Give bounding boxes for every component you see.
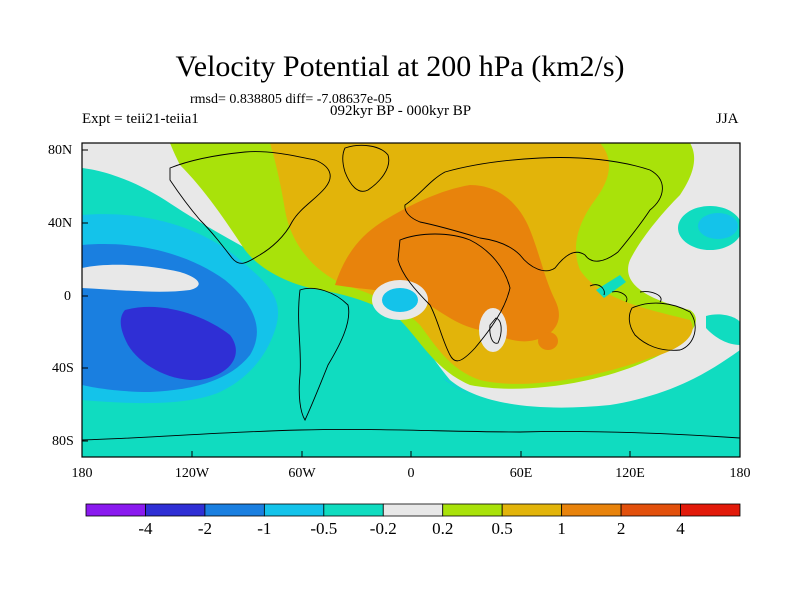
- x-tick-label-180-east: 180: [729, 466, 751, 481]
- colorbar-label-6: 0.5: [491, 519, 513, 538]
- coastline-africa: [397, 233, 511, 362]
- period-label: 092kyr BP - 000kyr BP: [330, 103, 472, 119]
- colorbar-label-9: 4: [676, 519, 685, 538]
- colorbar-swatch-2: [204, 503, 265, 517]
- season-label: JJA: [716, 111, 739, 127]
- experiment-label: Expt = teii21-teiia1: [82, 111, 199, 127]
- coastline-north-america: [169, 151, 331, 264]
- x-tick-label-120e: 120E: [615, 466, 645, 481]
- y-tick-label-0: 0: [64, 289, 71, 304]
- near-zero-band-pacific: [82, 264, 199, 292]
- x-tick-label-60e: 60E: [509, 466, 533, 481]
- colorbar-swatch-8: [561, 503, 622, 517]
- coastline-australia: [628, 302, 696, 351]
- y-axis-ticks: [82, 149, 88, 442]
- colorbar-swatch-1: [145, 503, 206, 517]
- y-tick-label-80s: 80S: [52, 434, 74, 449]
- colorbar: [85, 503, 741, 517]
- weak-negative-cell-southeast: [706, 314, 740, 345]
- coastline-south-america: [298, 287, 350, 421]
- coastline-europe-asia: [404, 157, 663, 272]
- coastlines: [82, 144, 740, 441]
- x-axis-ticks: [81, 451, 741, 457]
- colorbar-label-8: 2: [616, 519, 626, 538]
- plot-title: Velocity Potential at 200 hPa (km2/s): [175, 50, 625, 83]
- contour-strong-positive-cell: [538, 332, 558, 350]
- colorbar-label-2: -1: [257, 519, 272, 538]
- coastline-greenland: [342, 144, 390, 192]
- x-tick-label-180-west: 180: [71, 466, 93, 481]
- contour-field: [82, 143, 740, 457]
- colorbar-label-3: -0.5: [310, 519, 338, 538]
- contour-deep-negative: [120, 306, 236, 381]
- colorbar-swatch-4: [323, 503, 384, 517]
- y-tick-label-80n: 80N: [48, 143, 73, 158]
- stats-text: rmsd= 0.838805 diff= -7.08637e-05: [190, 92, 392, 107]
- moderate-negative-cell-west-pacific: [698, 213, 738, 239]
- colorbar-label-0: -4: [138, 519, 153, 538]
- x-tick-label-60w: 60W: [288, 466, 316, 481]
- near-zero-cell-madagascar: [479, 308, 507, 352]
- coastline-madagascar: [489, 317, 502, 344]
- x-tick-label-0: 0: [407, 466, 415, 481]
- colorbar-label-5: 0.2: [432, 519, 454, 538]
- colorbar-swatch-7: [501, 503, 563, 517]
- colorbar-label-7: 1: [557, 519, 566, 538]
- contour-strong-positive: [335, 185, 559, 342]
- weak-negative-cell-atlantic: [382, 288, 418, 312]
- colorbar-swatch-9: [620, 503, 681, 517]
- coastline-antarctica: [82, 428, 740, 441]
- colorbar-swatch-0: [85, 503, 146, 517]
- coastline-maritime-continent: [589, 284, 662, 303]
- colorbar-swatch-3: [263, 503, 325, 517]
- colorbar-swatch-6: [442, 503, 503, 517]
- y-tick-label-40s: 40S: [52, 361, 74, 376]
- weak-negative-cell-indonesia: [596, 275, 626, 298]
- colorbar-swatch-5: [382, 503, 444, 517]
- colorbar-label-1: -2: [197, 519, 212, 538]
- contour-weak-negative: [82, 189, 740, 457]
- y-tick-label-40n: 40N: [48, 216, 73, 231]
- colorbar-swatch-10: [680, 503, 741, 517]
- x-tick-label-120w: 120W: [174, 466, 210, 481]
- colorbar-label-4: -0.2: [369, 519, 397, 538]
